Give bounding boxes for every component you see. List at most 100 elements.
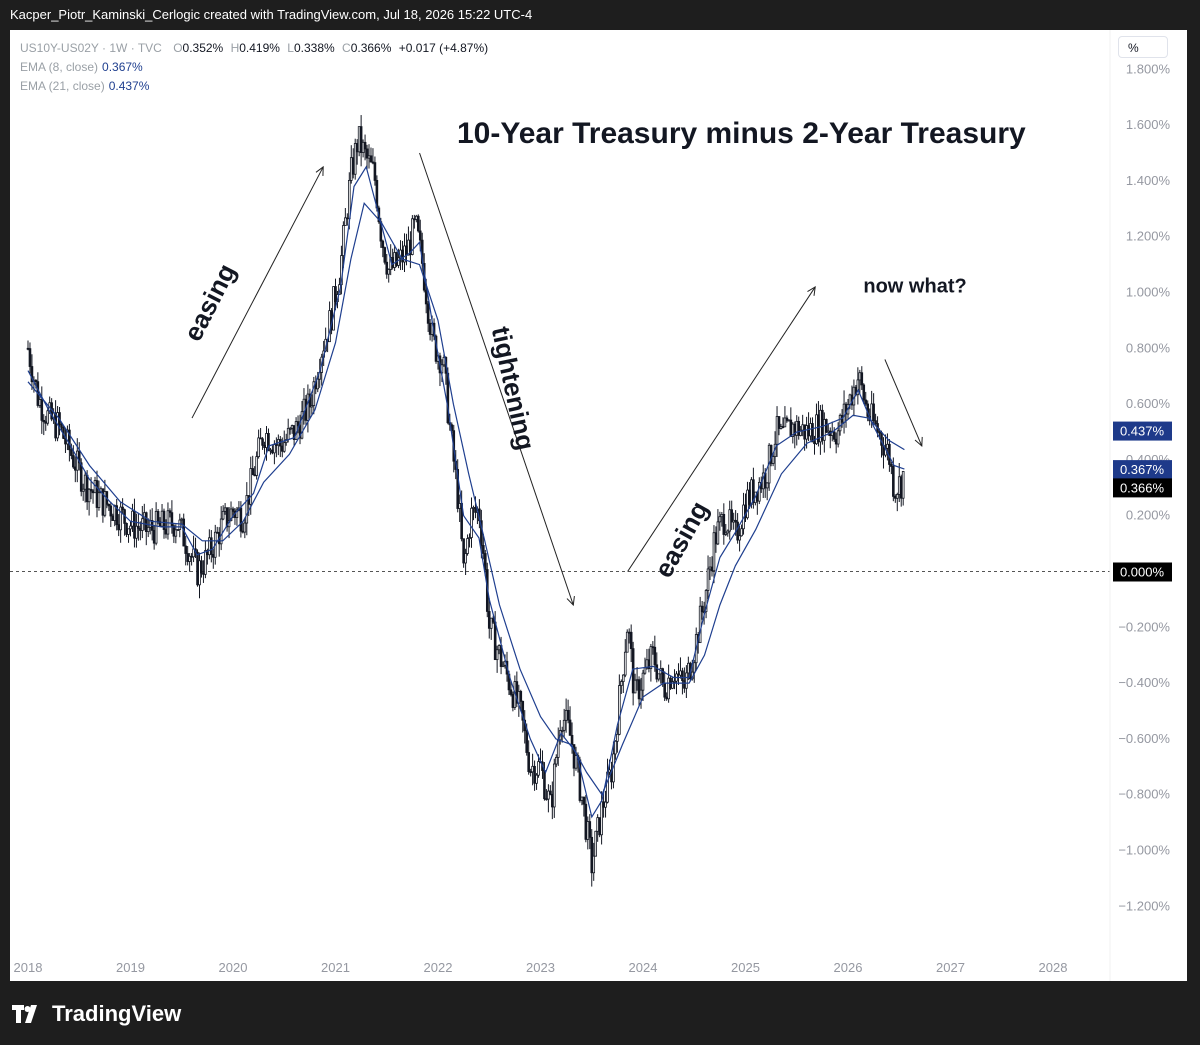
chart-panel[interactable]: 1.800% 1.600% 1.400% 1.200% 1.000% 0.800% 0.60… (10, 30, 1187, 981)
candle-body (870, 403, 873, 422)
candle-body (188, 555, 191, 562)
price-badge-label: 0.366% (1120, 480, 1165, 495)
candle-body (257, 437, 260, 458)
x-tick-label: 2023 (526, 960, 555, 975)
candle-body (397, 257, 400, 266)
candle-body (750, 479, 753, 505)
low-value: 0.338% (293, 41, 335, 55)
candle-body (391, 257, 394, 268)
candle-body (44, 421, 48, 424)
candle-body (706, 568, 710, 591)
candle-body (860, 372, 864, 386)
candle-body (564, 709, 568, 721)
candle-body (383, 247, 387, 263)
candle-body (95, 480, 99, 508)
candle-body (901, 471, 905, 499)
candle-body (620, 681, 623, 686)
candle-body (373, 162, 377, 181)
candle-body (677, 673, 680, 676)
candle-body (351, 157, 355, 175)
candle-body (554, 757, 558, 765)
candle-body (387, 269, 391, 275)
candle-body (531, 765, 534, 773)
candle-body (363, 141, 367, 150)
candle-body (146, 526, 150, 532)
candle-body (405, 245, 408, 256)
candle-body (671, 681, 674, 689)
candle-body (899, 476, 903, 499)
candle-body (574, 755, 578, 769)
candle-body (415, 215, 418, 220)
ema8-row[interactable]: EMA (8, close) 0.367% (20, 58, 488, 77)
candle-body (752, 479, 755, 504)
candle-body (474, 507, 477, 513)
candle-body (196, 551, 199, 586)
symbol-label[interactable]: US10Y-US02Y · 1W · TVC (20, 41, 162, 55)
candle-body (300, 411, 304, 439)
candle-body (107, 503, 111, 507)
candle-body (732, 519, 735, 523)
price-chart[interactable]: 1.800% 1.600% 1.400% 1.200% 1.000% 0.800% 0.60… (10, 30, 1187, 981)
candle-body (259, 437, 262, 440)
candle-body (657, 673, 661, 680)
candle-body (74, 466, 77, 471)
candle-body (369, 155, 373, 163)
candle-body (663, 682, 666, 698)
price-badge-label: 0.000% (1120, 565, 1165, 580)
candle-body (641, 672, 645, 691)
candle-body (704, 590, 708, 613)
percent-scale-button[interactable]: % (1118, 36, 1168, 58)
candle-body (649, 646, 653, 669)
tradingview-brand: TradingView (52, 1001, 182, 1026)
candle-body (592, 855, 596, 874)
candle-body (728, 509, 732, 532)
candle-body (586, 821, 590, 840)
candle-body (582, 796, 586, 805)
chart-title: 10-Year Treasury minus 2-Year Treasury (457, 117, 1026, 150)
candle-body (466, 538, 469, 554)
candle-body (673, 680, 676, 683)
candle-body (858, 372, 862, 381)
candle-body (781, 426, 785, 428)
candle-body (346, 217, 349, 220)
y-tick-label: 1.600% (1126, 117, 1171, 132)
candle-body (779, 426, 783, 429)
candle-body (42, 419, 46, 423)
candle-body (251, 468, 255, 476)
candle-body (655, 664, 659, 680)
x-tick-label: 2022 (424, 960, 453, 975)
ema21-row[interactable]: EMA (21, close) 0.437% (20, 77, 488, 96)
candle-body (111, 515, 115, 521)
candle-body (545, 798, 548, 801)
candle-body (30, 366, 34, 383)
candle-body (353, 143, 357, 175)
candle-body (679, 670, 682, 676)
candle-body (878, 431, 881, 434)
candle-body (746, 489, 749, 519)
y-tick-label: −0.200% (1118, 619, 1170, 634)
candle-body (70, 449, 73, 456)
candle-body (596, 817, 599, 832)
candle-body (862, 384, 866, 401)
ema21-value: 0.437% (108, 79, 150, 93)
candle-body (141, 518, 144, 531)
price-badge-label: 0.437% (1120, 424, 1165, 439)
candle-body (210, 537, 213, 555)
candle-body (269, 449, 272, 452)
candle-body (736, 521, 739, 541)
candle-body (633, 679, 637, 694)
candle-body (842, 403, 846, 423)
close-label: C (342, 41, 351, 55)
candle-body (487, 611, 491, 629)
candle-body (472, 507, 475, 509)
candle-body (77, 450, 81, 464)
candle-body (267, 433, 270, 451)
candle-body (355, 143, 359, 153)
candle-body (665, 696, 668, 700)
candle-body (493, 621, 497, 661)
annotation-label: easing (648, 496, 714, 583)
candle-body (115, 505, 119, 526)
candle-body (598, 817, 601, 836)
candle-body (832, 431, 836, 440)
candle-body (332, 286, 335, 331)
